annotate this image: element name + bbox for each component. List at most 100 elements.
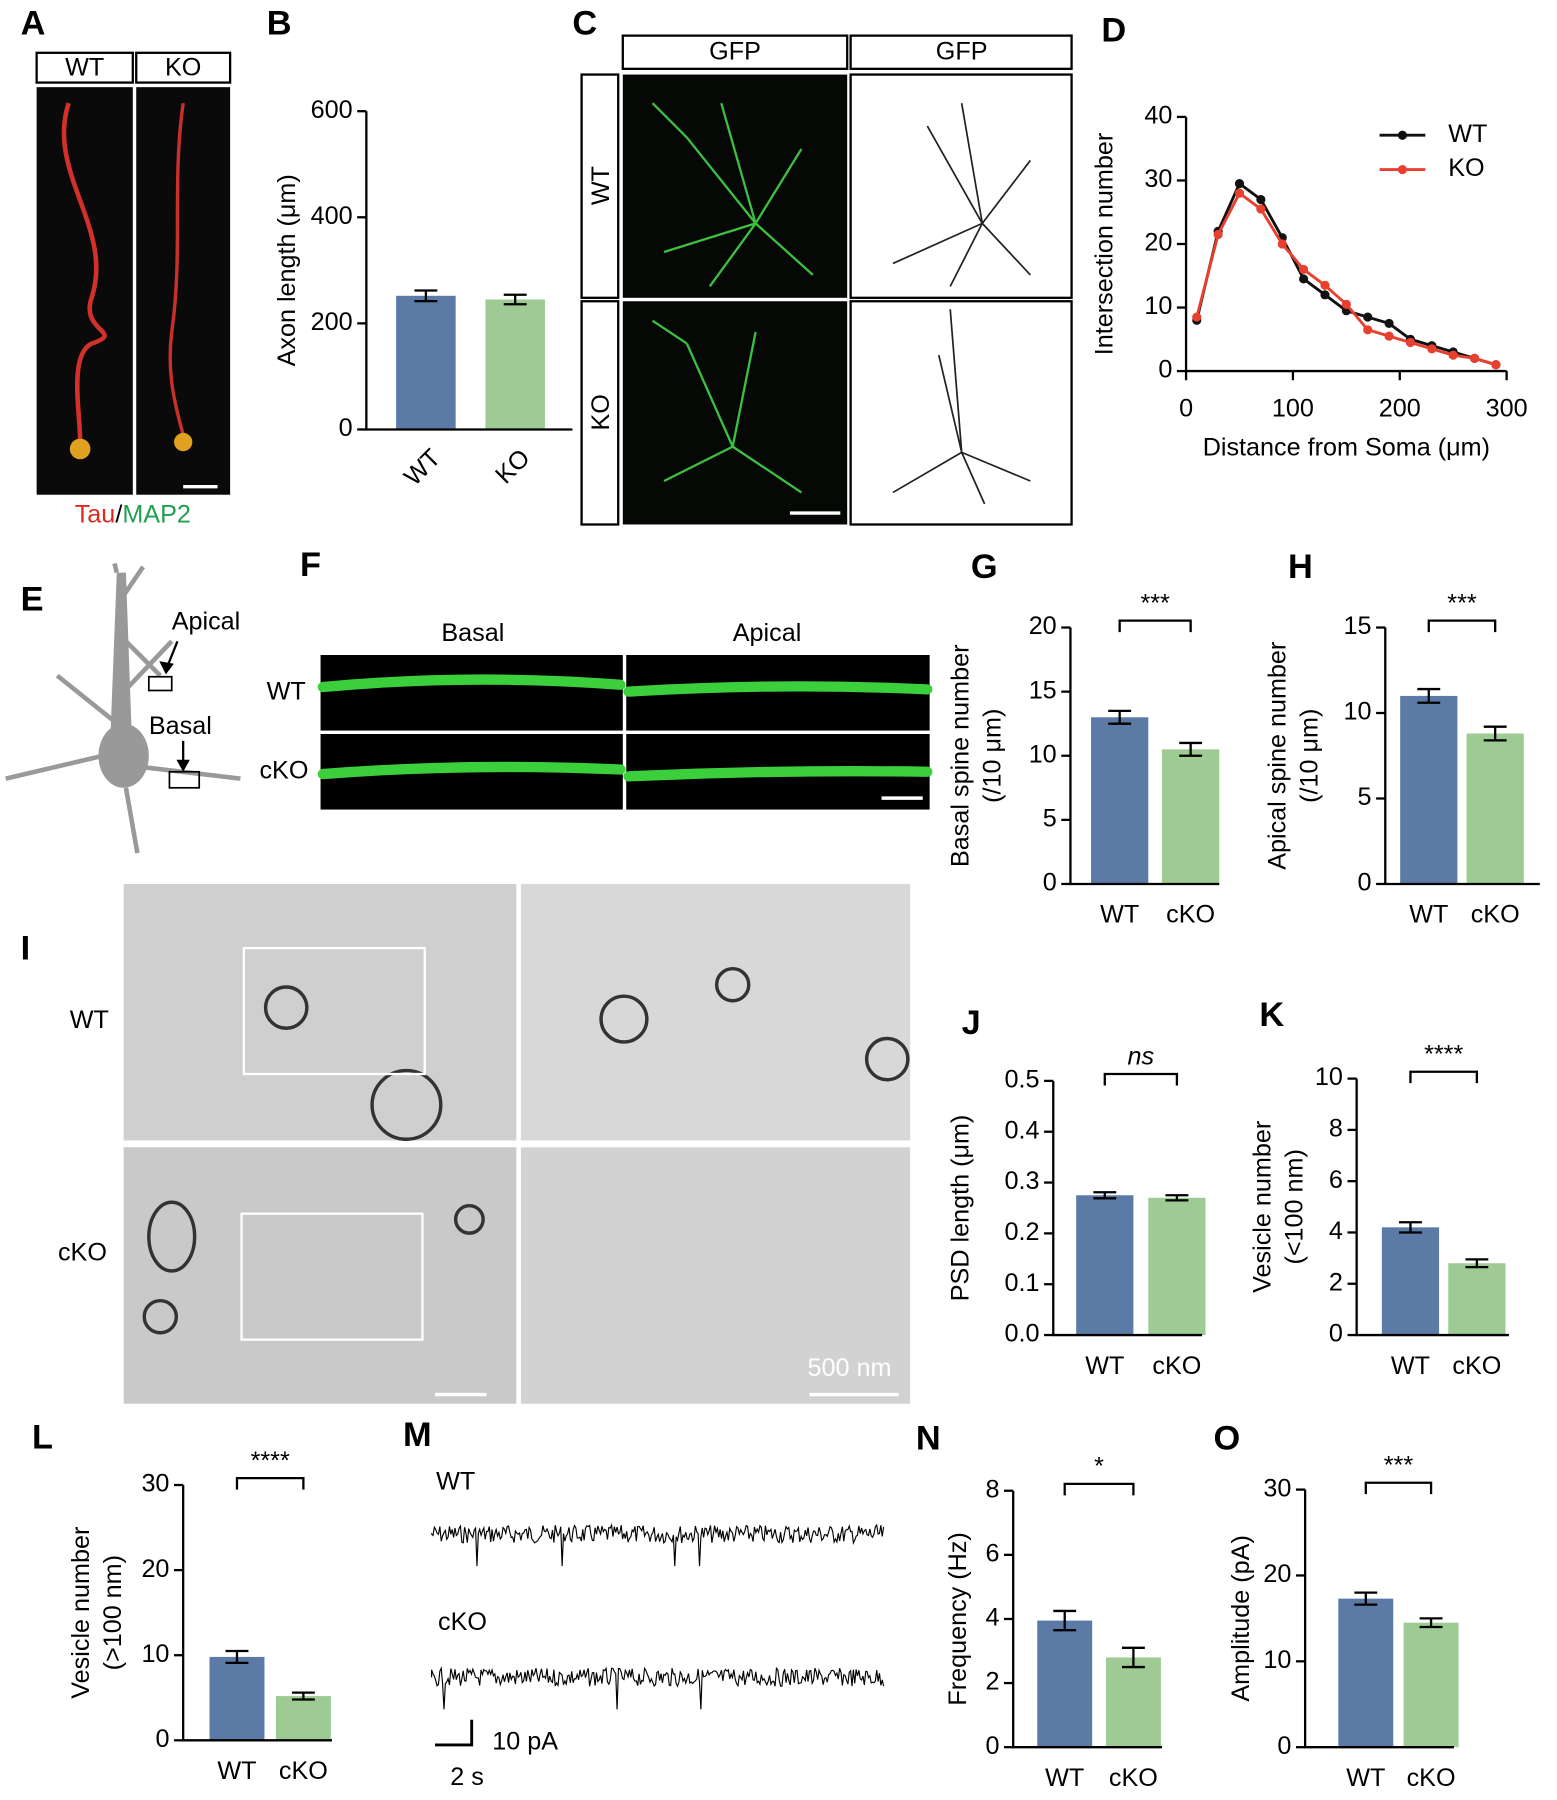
point (1384, 331, 1394, 341)
bar (1105, 1657, 1161, 1748)
panel-i-images (123, 883, 911, 1404)
error-bar (225, 1649, 249, 1665)
y-tick-label: 0 (1329, 1320, 1343, 1348)
y-tick-label: 5 (1043, 805, 1057, 833)
y-tick-label: 4 (985, 1604, 999, 1632)
y-tick-label: 5 (1358, 783, 1372, 811)
error-bar (1465, 1258, 1489, 1269)
x-tick-label: WT (1100, 901, 1139, 929)
bar (1076, 1195, 1134, 1336)
panel-letter: M (403, 1416, 432, 1454)
point (1234, 179, 1245, 189)
significance-bracket (1118, 619, 1192, 633)
panel-letter: H (1288, 548, 1313, 586)
y-tick-label: 0.0 (1005, 1320, 1040, 1348)
y-axis-label: (/10 μm) (978, 709, 1006, 803)
error-bar (1093, 1191, 1117, 1200)
bar (1037, 1620, 1093, 1748)
row-label: cKO (58, 1238, 107, 1266)
panel-letter: L (32, 1418, 53, 1456)
x-tick-label: WT (1391, 1352, 1430, 1380)
y-axis-label: Intersection number (1091, 133, 1119, 355)
y-axis-label: Vesicle number (67, 1527, 95, 1699)
row-label: WT (70, 1006, 109, 1034)
stain: MAP2 (122, 500, 191, 528)
x-tick-label: cKO (279, 1757, 328, 1785)
stain: Tau (75, 500, 116, 528)
x-tick-label: KO (490, 444, 536, 490)
bar (1148, 1197, 1206, 1336)
bar (1381, 1227, 1440, 1336)
y-tick-label: 20 (1263, 1560, 1291, 1588)
y-axis-label: (<100 nm) (1281, 1149, 1309, 1264)
panel-letter: D (1101, 11, 1126, 49)
point (1491, 360, 1501, 370)
bar (275, 1696, 331, 1741)
y-tick-label: 0 (339, 414, 353, 442)
significance-label: * (1094, 1453, 1104, 1481)
scale-label: 2 s (450, 1763, 484, 1791)
row-label: KO (587, 394, 615, 430)
stain-label: Tau/MAP2 (75, 500, 191, 528)
panel-a-images (35, 51, 232, 495)
y-tick-label: 2 (985, 1668, 999, 1696)
significance-bracket (1364, 1481, 1433, 1495)
row-label: cKO (259, 756, 308, 784)
point (1469, 353, 1480, 363)
point (1427, 344, 1437, 354)
line (1195, 191, 1497, 367)
diagram-label: Apical (172, 608, 241, 636)
panel-letter: C (572, 4, 597, 42)
y-tick-label: 0 (985, 1732, 999, 1760)
x-axis-label: Distance from Soma (μm) (1203, 434, 1490, 462)
y-tick-label: 8 (985, 1475, 999, 1503)
panel-letter: A (21, 4, 46, 42)
error-bar (1121, 1646, 1145, 1669)
y-axis-label: (/10 μm) (1296, 709, 1324, 803)
significance-bracket (235, 1477, 305, 1490)
line (1195, 181, 1497, 367)
legend-marker (1397, 165, 1408, 175)
column-label: Apical (733, 619, 802, 647)
y-tick-label: 0 (1043, 869, 1057, 897)
significance-label: ns (1128, 1043, 1155, 1071)
significance-label: *** (1447, 589, 1477, 617)
y-tick-label: 10 (1029, 740, 1057, 768)
y-axis-label: (>100 nm) (99, 1555, 127, 1670)
y-tick-label: 0 (1277, 1732, 1291, 1760)
y-tick-label: 40 (1144, 102, 1172, 130)
significance-bracket (1103, 1072, 1179, 1086)
x-tick-label: 0 (1179, 395, 1193, 423)
point (1384, 318, 1394, 329)
error-bar (1165, 1194, 1189, 1202)
bar (1403, 1622, 1459, 1748)
column-label: Basal (441, 619, 504, 647)
bar (1162, 749, 1220, 884)
significance-label: *** (1384, 1451, 1414, 1479)
x-tick-label: WT (399, 444, 446, 491)
point (1341, 299, 1351, 309)
x-tick-label: cKO (1109, 1764, 1158, 1792)
y-tick-label: 15 (1029, 676, 1057, 704)
point (1405, 337, 1416, 348)
y-axis-label: Basal spine number (946, 645, 974, 867)
significance-bracket (1063, 1482, 1135, 1496)
y-tick-label: 20 (1029, 612, 1057, 640)
significance-label: **** (1424, 1040, 1463, 1068)
point (1234, 188, 1245, 198)
point (1363, 325, 1373, 335)
y-tick-label: 0 (1158, 356, 1172, 384)
image-header: GFP (936, 37, 988, 65)
x-tick-label: 100 (1272, 395, 1314, 423)
bar (1338, 1598, 1394, 1748)
error-bar (1417, 687, 1441, 704)
bar (1091, 717, 1149, 884)
y-tick-label: 10 (141, 1640, 169, 1668)
x-tick-label: WT (1045, 1764, 1084, 1792)
point (1299, 264, 1309, 274)
y-tick-label: 200 (311, 308, 353, 336)
y-axis-label: PSD length (μm) (946, 1115, 974, 1302)
point (1256, 204, 1266, 214)
